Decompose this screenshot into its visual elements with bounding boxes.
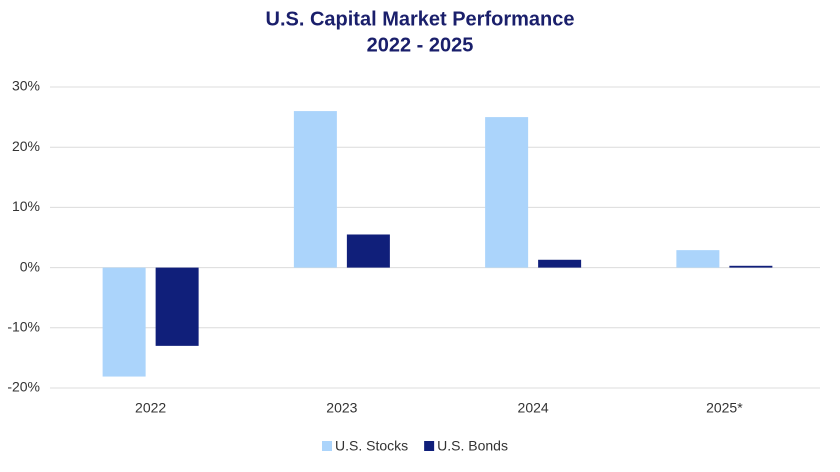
bar [102, 267, 146, 377]
y-tick-label: 30% [12, 78, 40, 94]
bar [676, 250, 720, 268]
bar [485, 117, 529, 268]
y-tick-label: -20% [7, 379, 40, 395]
y-tick-label: 0% [20, 258, 40, 274]
y-tick-label: -10% [7, 319, 40, 335]
legend-label: U.S. Bonds [437, 438, 508, 454]
chart-subtitle: 2022 - 2025 [367, 34, 474, 56]
x-tick-label: 2022 [135, 400, 166, 416]
legend-swatch [322, 441, 332, 451]
chart-title: U.S. Capital Market Performance [266, 8, 575, 30]
x-tick-label: 2023 [326, 400, 357, 416]
bar [538, 259, 582, 268]
x-tick-label: 2025* [706, 400, 743, 416]
legend-label: U.S. Stocks [335, 438, 408, 454]
legend-swatch [424, 441, 435, 451]
bar [346, 234, 390, 268]
bar [293, 111, 337, 268]
y-tick-label: 10% [12, 198, 40, 214]
x-tick-label: 2024 [518, 400, 549, 416]
bar [729, 265, 773, 268]
y-tick-label: 20% [12, 138, 40, 154]
bar [155, 267, 199, 346]
